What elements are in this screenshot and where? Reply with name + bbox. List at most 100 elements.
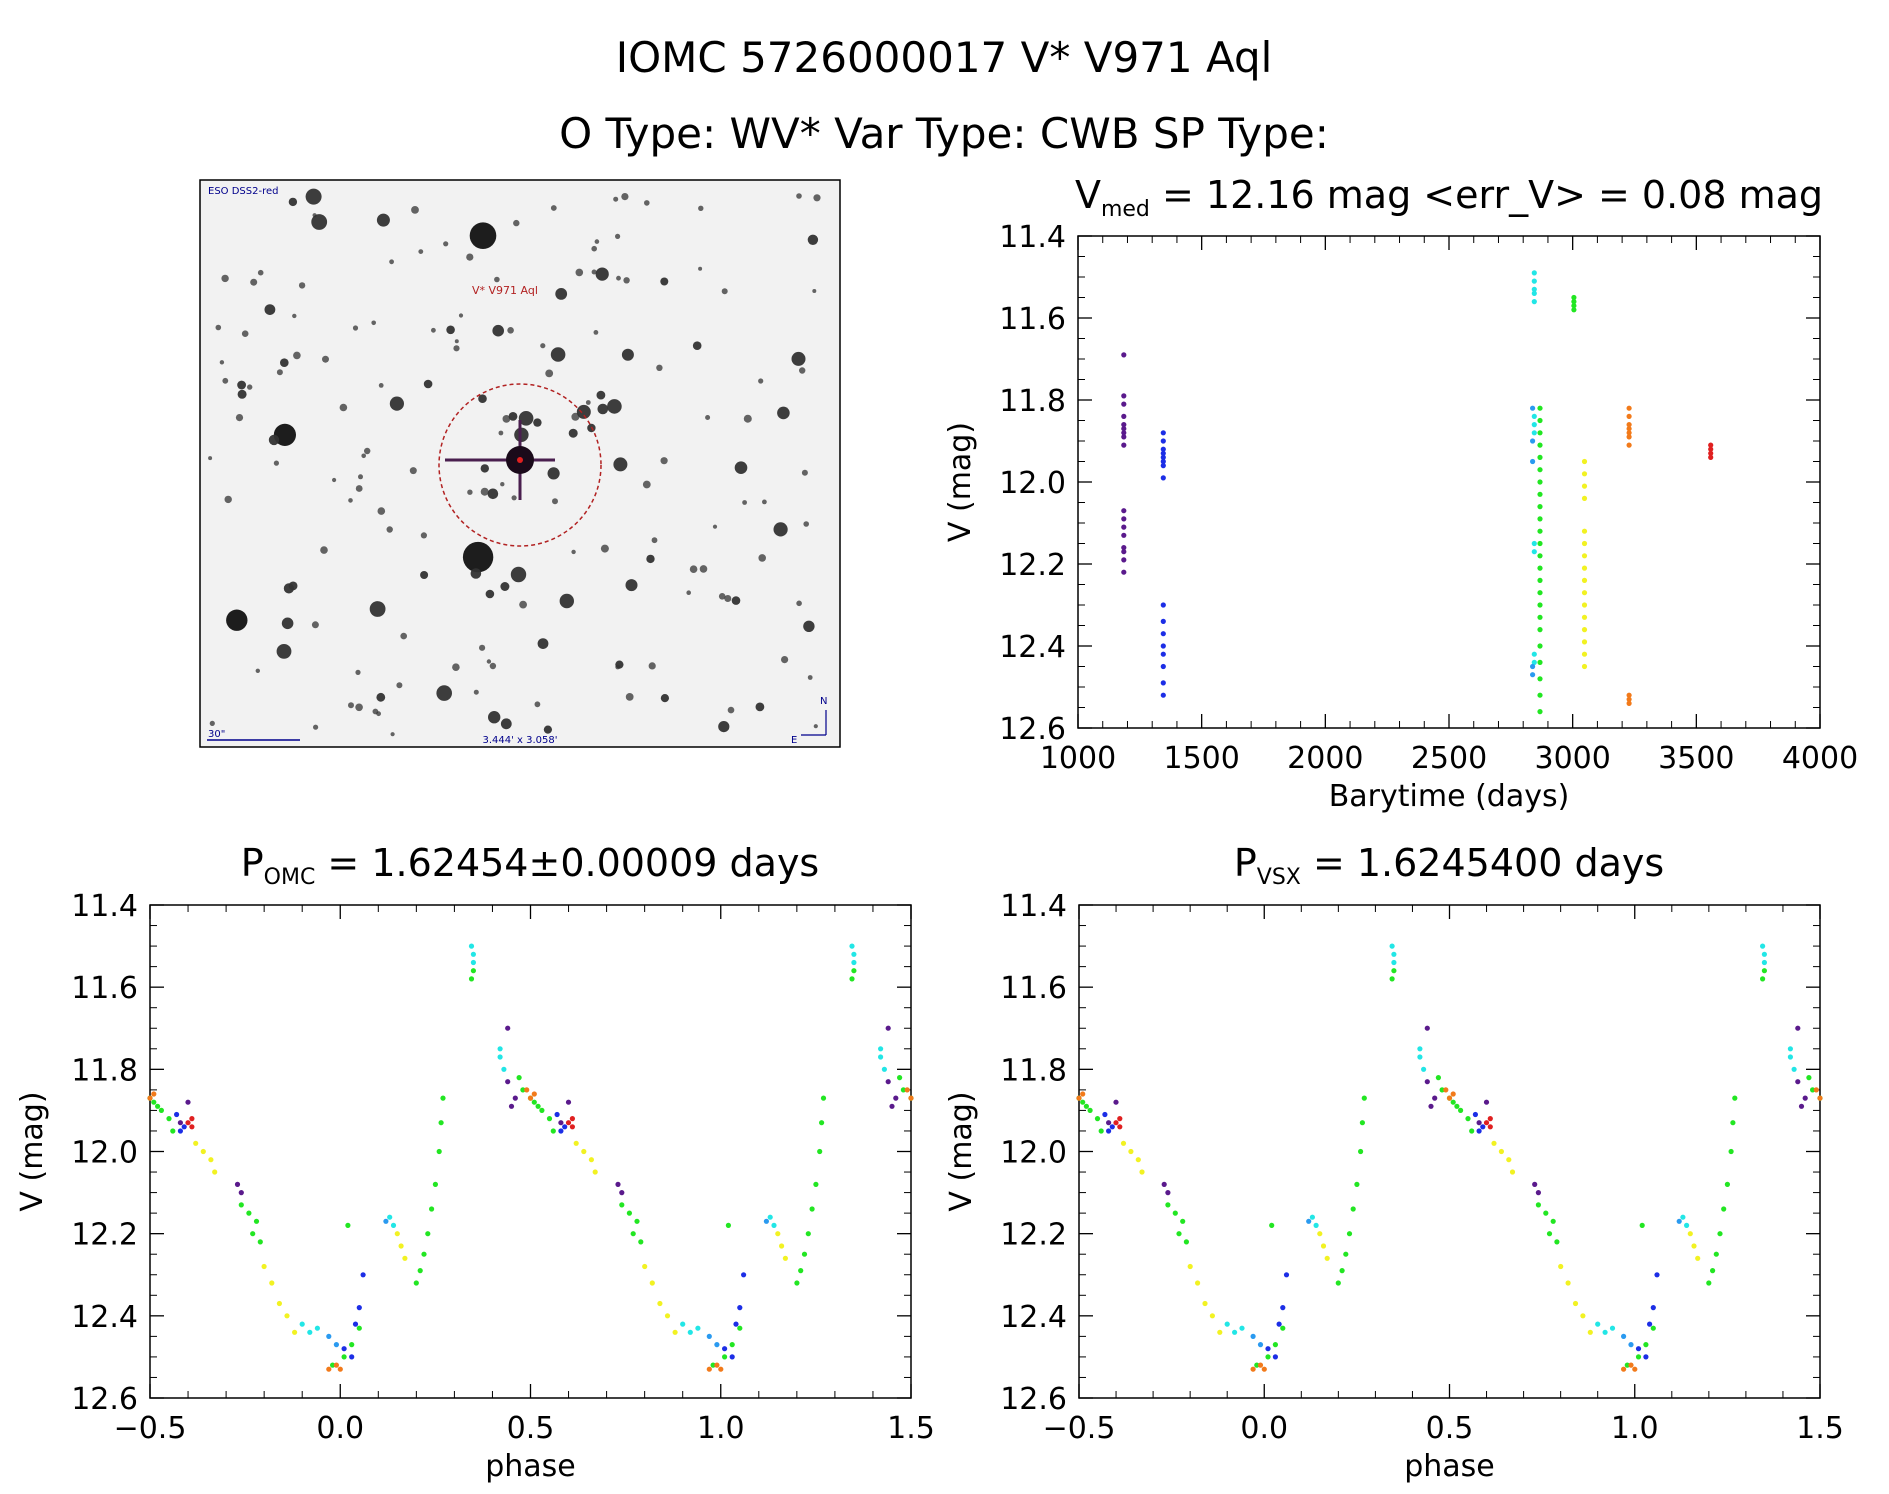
y-tick-label: 12.2	[999, 548, 1066, 583]
finder-star	[550, 347, 566, 362]
data-point	[546, 1116, 553, 1122]
finder-star	[568, 428, 578, 438]
data-point	[185, 1120, 191, 1126]
data-point	[1261, 1366, 1267, 1372]
data-point	[1283, 1272, 1290, 1278]
finder-star	[644, 200, 650, 206]
data-point	[1160, 438, 1166, 444]
data-point	[1121, 557, 1127, 563]
data-point	[729, 1342, 735, 1348]
finder-star	[656, 364, 663, 371]
data-point	[1581, 639, 1588, 645]
y-tick-label: 12.4	[71, 1300, 138, 1335]
data-point	[1121, 549, 1127, 555]
data-point	[1531, 540, 1537, 547]
data-point	[1389, 976, 1395, 982]
data-point	[1531, 299, 1537, 305]
finder-star	[742, 500, 747, 505]
data-point	[1309, 1214, 1315, 1220]
finder-star	[807, 675, 813, 680]
finder-star	[313, 724, 319, 730]
data-point	[851, 959, 857, 966]
data-point	[468, 943, 475, 949]
finder-star	[781, 656, 789, 664]
data-point	[1581, 540, 1588, 547]
data-point	[1537, 577, 1543, 584]
data-point	[1531, 278, 1537, 284]
data-point	[1339, 1268, 1345, 1274]
figure-title-line-1: IOMC 5726000017 V* V971 Aql	[616, 33, 1273, 82]
data-point	[1113, 1120, 1119, 1126]
finder-star	[796, 193, 802, 199]
finder-star	[209, 720, 215, 727]
plot-title: PVSX = 1.6245400 days	[1234, 841, 1664, 890]
finder-star	[390, 732, 395, 737]
data-point	[1472, 1111, 1478, 1118]
finder-star	[396, 682, 403, 689]
series-yellow	[1120, 1140, 1701, 1335]
data-point	[1160, 454, 1166, 460]
data-point	[900, 1087, 907, 1093]
data-point	[794, 1280, 800, 1286]
data-point	[1537, 454, 1543, 460]
data-point	[360, 1272, 366, 1278]
finder-star	[533, 418, 542, 427]
data-point	[1537, 565, 1543, 571]
data-point	[177, 1128, 183, 1134]
data-point	[817, 1148, 823, 1155]
data-point	[1710, 1268, 1716, 1274]
data-point	[1121, 545, 1127, 551]
finder-star	[215, 324, 222, 331]
y-tick-label: 11.4	[999, 220, 1066, 255]
data-point	[588, 1157, 595, 1163]
data-point	[733, 1321, 739, 1327]
plot-title-text: = 1.62454±0.00009 days	[315, 841, 819, 885]
series-purple	[1106, 1025, 1808, 1196]
data-point	[878, 1046, 884, 1052]
data-point	[1537, 590, 1543, 596]
data-point	[1581, 528, 1588, 534]
data-point	[1684, 1222, 1690, 1228]
data-point	[562, 1124, 568, 1130]
series-cyan	[299, 943, 888, 1335]
data-point	[1165, 1190, 1171, 1196]
data-point	[1713, 1251, 1719, 1257]
data-point	[425, 1231, 431, 1237]
data-point	[1530, 458, 1536, 465]
finder-star	[591, 245, 597, 252]
data-point	[470, 951, 476, 957]
data-point	[1632, 1366, 1638, 1372]
series-group-6	[1581, 458, 1588, 670]
finder-star	[660, 457, 668, 465]
series-group-4	[1530, 405, 1536, 678]
finder-star	[537, 638, 549, 649]
data-point	[573, 1140, 579, 1146]
finder-star	[597, 403, 609, 415]
data-point	[383, 1218, 389, 1224]
data-point	[1537, 479, 1543, 485]
finder-star	[718, 593, 726, 600]
series-group-1	[1121, 352, 1127, 575]
finder-star	[355, 485, 363, 492]
data-point	[1628, 1342, 1634, 1348]
data-point	[520, 1087, 526, 1093]
data-point	[1317, 1231, 1323, 1237]
data-point	[565, 1120, 572, 1126]
data-point	[1121, 430, 1127, 436]
series-group-3	[1531, 270, 1537, 666]
data-point	[440, 1095, 446, 1101]
data-point	[1432, 1095, 1438, 1101]
data-point	[664, 1313, 671, 1319]
finder-star	[555, 288, 568, 300]
finder-star	[237, 380, 247, 390]
data-point	[1160, 475, 1166, 481]
data-point	[470, 968, 476, 974]
finder-star	[812, 289, 817, 293]
finder-star	[689, 565, 698, 573]
data-point	[1643, 1342, 1649, 1348]
data-point	[1121, 524, 1127, 530]
finder-star	[519, 600, 527, 609]
data-point	[1480, 1124, 1486, 1130]
finder-star	[718, 721, 730, 733]
finder-star	[576, 404, 591, 419]
